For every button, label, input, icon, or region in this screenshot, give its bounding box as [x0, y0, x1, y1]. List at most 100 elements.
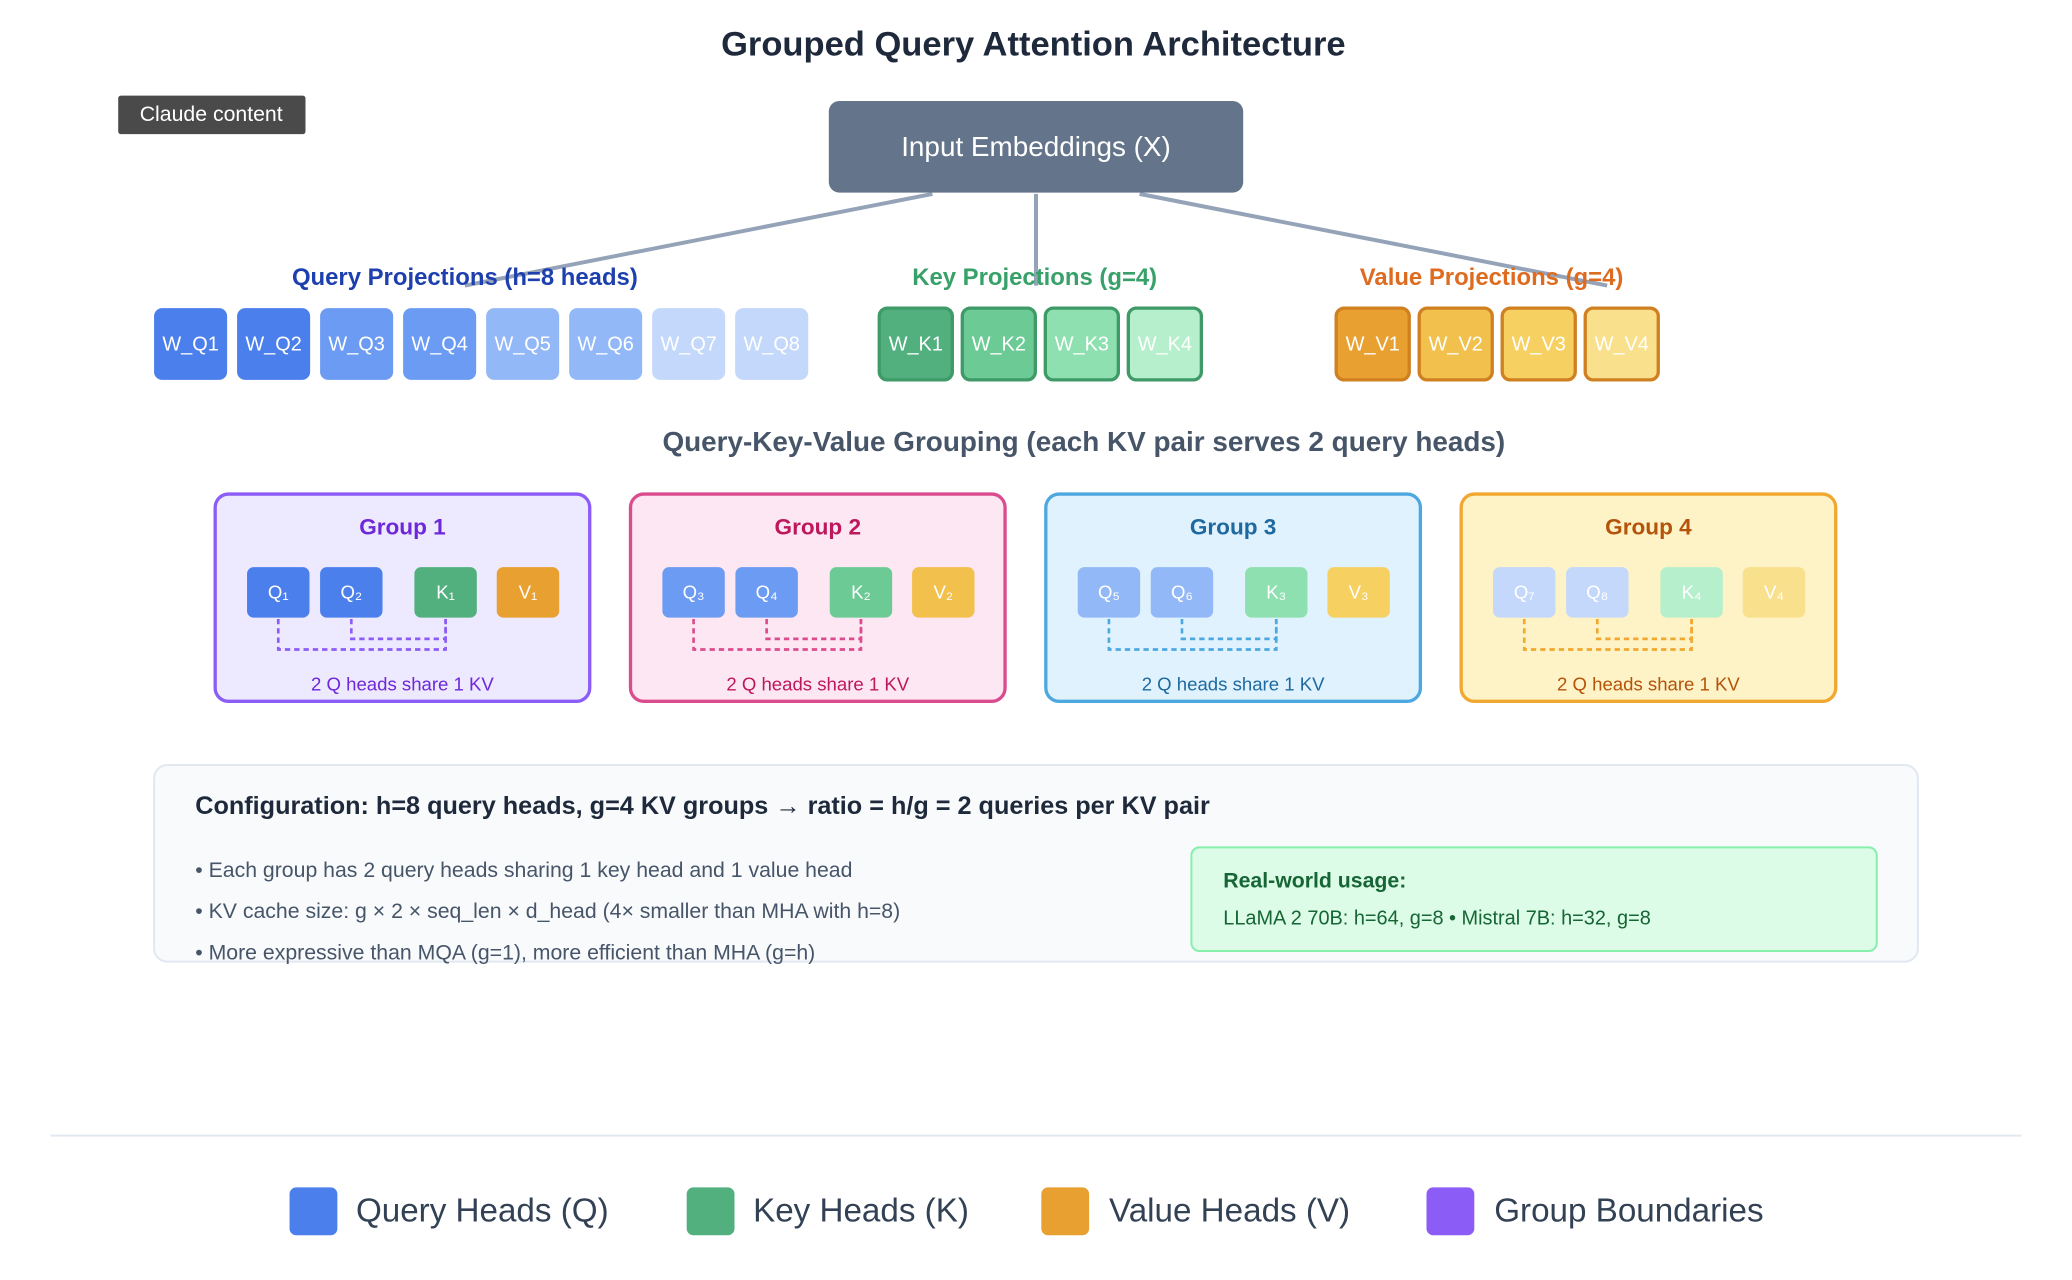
value-head [1742, 567, 1806, 618]
projection-box [403, 308, 477, 380]
key-head [1245, 567, 1308, 618]
projection-item: W_V3 [1512, 334, 1566, 356]
share-link [1180, 618, 1278, 641]
projection-box [1417, 306, 1494, 382]
input-label: Input Embeddings (X) [901, 131, 1171, 162]
value-label: V₂ [933, 582, 953, 603]
usage-text: LLaMA 2 70B: h=64, g=8 • Mistral 7B: h=3… [1223, 907, 1650, 929]
projection-item: W_K1 [889, 334, 943, 356]
legend-swatch [1426, 1187, 1475, 1236]
projection-item: W_K2 [972, 334, 1026, 356]
legend-swatch [289, 1187, 338, 1236]
legend-swatch [686, 1187, 735, 1236]
legend-label: Key Heads (K) [753, 1192, 969, 1229]
value-label: V₃ [1349, 582, 1369, 603]
projection-box [1043, 306, 1121, 382]
key-head [414, 567, 477, 618]
projection-box [1334, 306, 1411, 382]
share-link [1107, 618, 1278, 651]
projection-box [652, 308, 726, 380]
projection-box [486, 308, 560, 380]
projection-item: W_Q7 [660, 334, 716, 356]
key-label: K₃ [1266, 582, 1286, 603]
value-label: V₄ [1764, 582, 1784, 603]
projection-box [877, 306, 954, 382]
query-label: Q₇ [1514, 582, 1535, 603]
projection-box [1583, 306, 1660, 382]
key-head [829, 567, 893, 618]
projection-item: W_Q8 [743, 334, 799, 356]
group-label: Group 4 [1605, 515, 1692, 540]
share-link [765, 618, 863, 641]
projection-item: W_V1 [1346, 334, 1400, 356]
share-link [1522, 618, 1693, 651]
connector [464, 191, 933, 288]
projection-item: W_Q2 [245, 334, 301, 356]
group-label: Group 3 [1190, 515, 1277, 540]
group-caption: 2 Q heads share 1 KV [1142, 673, 1325, 694]
share-link [692, 618, 863, 651]
projection-item: W_Q6 [577, 334, 633, 356]
group-caption: 2 Q heads share 1 KV [726, 673, 909, 694]
config-title: Configuration: h=8 query heads, g=4 KV g… [195, 792, 1210, 820]
query-head [247, 567, 310, 618]
value-head [1327, 567, 1390, 618]
projection-item: W_V4 [1595, 334, 1649, 356]
projection-box [154, 308, 228, 380]
query-head [320, 567, 383, 618]
legend-label: Value Heads (V) [1109, 1192, 1350, 1229]
query-label: Q₂ [340, 582, 362, 603]
query-label: Q₅ [1098, 582, 1120, 603]
share-link [1595, 618, 1693, 641]
value-head [912, 567, 975, 618]
config-bullet: • KV cache size: g × 2 × seq_len × d_hea… [195, 899, 900, 923]
input-box [828, 100, 1244, 193]
group-caption: 2 Q heads share 1 KV [1557, 673, 1740, 694]
query-label: Q₆ [1171, 582, 1193, 603]
projection-item: W_Q5 [494, 334, 550, 356]
projection-box [569, 308, 643, 380]
value-label: V₁ [519, 582, 538, 603]
share-link [276, 618, 447, 651]
projection-box [960, 306, 1037, 382]
config-bullet: • Each group has 2 query heads sharing 1… [195, 858, 852, 882]
projection-item: W_Q4 [411, 334, 467, 356]
legend-swatch [1041, 1187, 1090, 1236]
query-label: Q₁ [268, 582, 289, 603]
projection-item: W_Q3 [328, 334, 384, 356]
legend-label: Query Heads (Q) [356, 1192, 609, 1229]
projection-item: W_K3 [1055, 334, 1109, 356]
projection-label: Value Projections (g=4) [1360, 264, 1624, 291]
group-label: Group 2 [775, 515, 862, 540]
query-label: Q₄ [756, 582, 778, 603]
connector [1139, 191, 1608, 288]
group-caption: 2 Q heads share 1 KV [311, 673, 494, 694]
projection-item: W_K4 [1138, 334, 1192, 356]
query-head [1150, 567, 1214, 618]
projection-box [320, 308, 394, 380]
projection-label: Query Projections (h=8 heads) [292, 264, 638, 291]
projection-box [237, 308, 311, 380]
legend-label: Group Boundaries [1494, 1192, 1763, 1229]
projection-label: Key Projections (g=4) [912, 264, 1157, 291]
projection-box [1500, 306, 1577, 382]
key-label: K₂ [851, 582, 871, 603]
usage-title: Real-world usage: [1223, 869, 1406, 893]
title: Grouped Query Attention Architecture [721, 26, 1346, 64]
badge-bg [118, 95, 306, 135]
query-label: Q₃ [683, 582, 705, 603]
usage-box [1190, 846, 1878, 952]
badge: Claude content [140, 102, 283, 126]
group-label: Group 1 [359, 515, 446, 540]
config-bullet: • More expressive than MQA (g=1), more e… [195, 940, 815, 964]
value-head [496, 567, 560, 618]
projection-box [735, 308, 809, 380]
query-head [1566, 567, 1629, 618]
share-link [349, 618, 447, 641]
key-label: K₄ [1682, 582, 1702, 603]
projection-box [1126, 306, 1204, 382]
key-label: K₁ [436, 582, 455, 603]
query-head [1493, 567, 1556, 618]
grouping-title: Query-Key-Value Grouping (each KV pair s… [662, 426, 1505, 457]
